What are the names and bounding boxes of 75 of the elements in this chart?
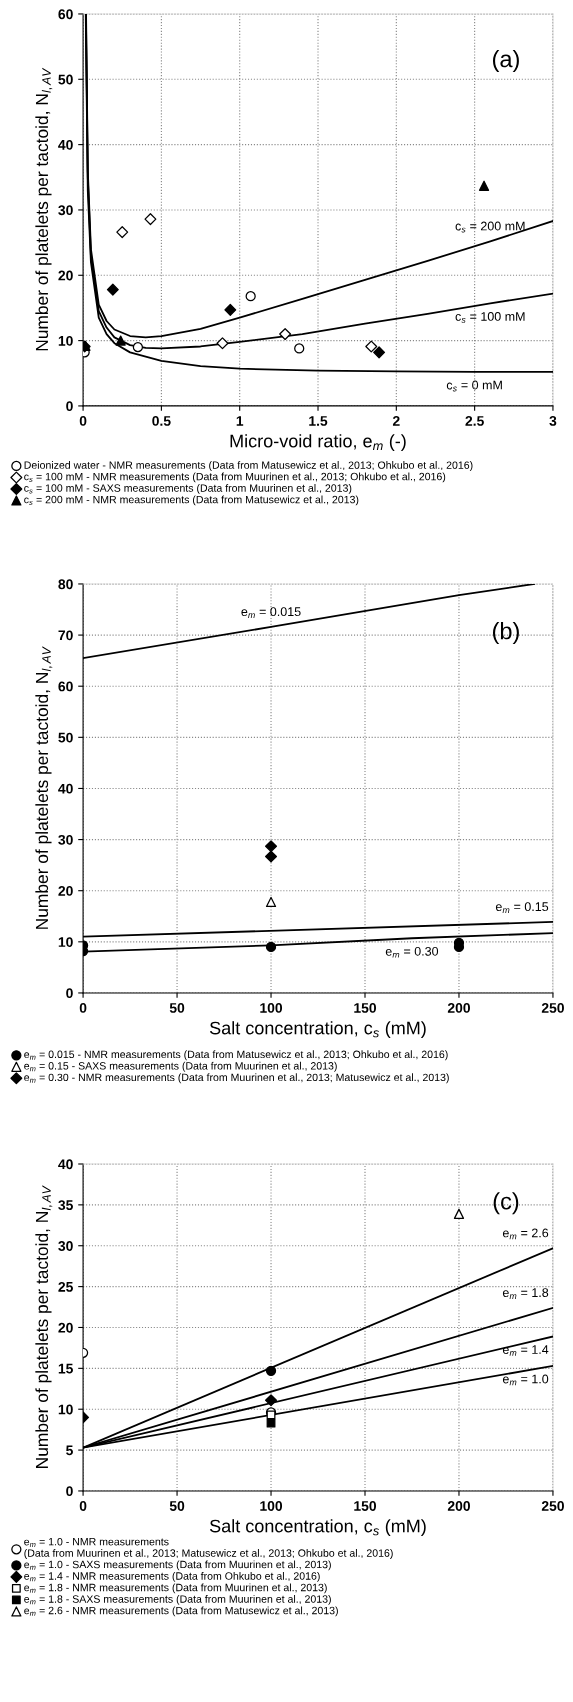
x-tick-label: 2	[392, 416, 400, 426]
y-tick-label: 35	[58, 1200, 73, 1211]
y-tick-label: 30	[58, 1241, 73, 1251]
y-tick-label: 40	[58, 1159, 73, 1170]
annotation: c$_{s}$ = 0 mM	[446, 380, 502, 392]
x-tick-label: 1.5	[309, 416, 328, 426]
y-tick-label: 10	[58, 937, 73, 947]
x-tick-label: 150	[354, 1003, 377, 1013]
x-tick-label: 0	[79, 416, 87, 426]
annotation: (b)	[493, 622, 519, 645]
x-tick-label: 1	[236, 416, 244, 426]
annotation: e$_{m}$ = 0.15	[495, 902, 549, 913]
y-tick-label: 60	[58, 9, 73, 20]
legend-label: c$_{s}$ = 100 mM - NMR measurements (Data from Muurinen et al., 2013; Ohkubo et al., 2016)	[24, 472, 446, 483]
y-tick-label: 70	[58, 630, 73, 641]
x-tick-label: 50	[169, 1501, 185, 1511]
legend-label: Deionized water - NMR measurements (Data from Matusewicz et al., 2013; Ohkubo et al., 2016)	[24, 461, 473, 471]
x-tick-label: 200	[447, 1501, 470, 1511]
x-tick-label: 0.5	[152, 416, 171, 426]
y-tick-label: 0	[66, 1486, 73, 1497]
y-tick-label: 50	[58, 74, 73, 85]
legend-label: e$_{m}$ = 1.8 - SAXS measurements (Data from Muurinen et al., 2013)	[24, 1594, 331, 1605]
annotation: e$_{m}$ = 1.0	[502, 1374, 549, 1386]
x-tick-label: 100	[260, 1003, 283, 1013]
y-tick-label: 10	[58, 335, 73, 346]
y-tick-label: 25	[58, 1281, 73, 1292]
y-axis-title: Number of platelets per tactoid, N$_{l,AV}$	[35, 67, 53, 351]
annotation: e$_{m}$ = 0.30	[385, 946, 439, 958]
y-tick-label: 20	[58, 886, 73, 896]
x-tick-label: 0	[79, 1501, 87, 1511]
y-tick-label: 30	[58, 834, 73, 845]
legend-label: e$_{m}$ = 0.30 - NMR measurements (Data from Muurinen et al., 2013; Matusewicz et al., 2013)	[24, 1073, 449, 1084]
legend-label: e$_{m}$ = 1.8 - NMR measurements (Data from Muurinen et al., 2013)	[24, 1583, 327, 1594]
x-axis-title: Salt concentration, c$_{s}$ (mM)	[209, 1021, 426, 1038]
y-tick-label: 0	[66, 401, 73, 412]
x-tick-label: 100	[260, 1501, 283, 1511]
legend-label: c$_{s}$ = 100 mM - SAXS measurements (Data from Muurinen et al., 2013)	[24, 484, 352, 494]
x-axis-title: Salt concentration, c$_{s}$ (mM)	[209, 1519, 426, 1536]
annotation: e$_{m}$ = 1.8	[502, 1288, 549, 1299]
y-tick-label: 80	[58, 579, 73, 590]
x-tick-label: 3	[549, 416, 557, 426]
y-tick-label: 15	[58, 1363, 73, 1374]
y-tick-label: 5	[66, 1445, 73, 1456]
x-tick-label: 250	[541, 1003, 564, 1013]
y-tick-label: 60	[58, 681, 73, 692]
y-tick-label: 20	[58, 1322, 73, 1333]
y-tick-label: 30	[58, 205, 73, 216]
x-tick-label: 2.5	[465, 416, 484, 426]
legend-label: c$_{s}$ = 200 mM - NMR measurements (Data from Matusewicz et al., 2013)	[24, 495, 359, 506]
x-tick-label: 50	[169, 1003, 185, 1013]
legend-label: e$_{m}$ = 1.0 - SAXS measurements (Data from Muurinen et al., 2013)	[24, 1560, 331, 1571]
annotation: e$_{m}$ = 2.6	[502, 1228, 549, 1240]
x-tick-label: 0	[79, 1003, 87, 1013]
legend-label: e$_{m}$ = 2.6 - NMR measurements (Data from Matusewicz et al., 2013)	[24, 1606, 338, 1617]
annotation: e$_{m}$ = 0.015	[241, 607, 301, 618]
legend-label: e$_{m}$ = 0.015 - NMR measurements (Data from Matusewicz et al., 2013; Ohkubo et al., 2016)	[24, 1050, 448, 1061]
y-axis-title: Number of platelets per tactoid, N$_{l,AV}$	[35, 1185, 53, 1468]
y-tick-label: 50	[58, 732, 73, 743]
y-tick-label: 40	[58, 783, 73, 794]
annotation: c$_{s}$ = 100 mM	[455, 312, 525, 323]
legend-label: e$_{m}$ = 0.15 - SAXS measurements (Data from Muurinen et al., 2013)	[24, 1061, 337, 1072]
x-tick-label: 200	[447, 1003, 470, 1013]
y-tick-label: 0	[66, 988, 73, 999]
annotation: (a)	[493, 49, 519, 72]
y-axis-title: Number of platelets per tactoid, N$_{l,AV}$	[35, 646, 53, 929]
annotation: c$_{s}$ = 200 mM	[455, 221, 525, 233]
y-tick-label: 10	[58, 1404, 73, 1415]
x-axis-title: Micro-void ratio, e$_{m}$ (-)	[230, 434, 406, 451]
y-tick-label: 20	[58, 270, 73, 281]
legend-label: e$_{m}$ = 1.0 - NMR measurements (Data from Muurinen et al., 2013; Matusewicz et al., 2013; Ohkubo et al., 2016)	[24, 1537, 393, 1559]
y-tick-label: 40	[58, 139, 73, 150]
annotation: (c)	[493, 1192, 519, 1215]
x-tick-label: 250	[541, 1501, 564, 1511]
legend-label: e$_{m}$ = 1.4 - NMR measurements (Data from Ohkubo et al., 2016)	[24, 1571, 320, 1582]
x-tick-label: 150	[354, 1501, 377, 1511]
